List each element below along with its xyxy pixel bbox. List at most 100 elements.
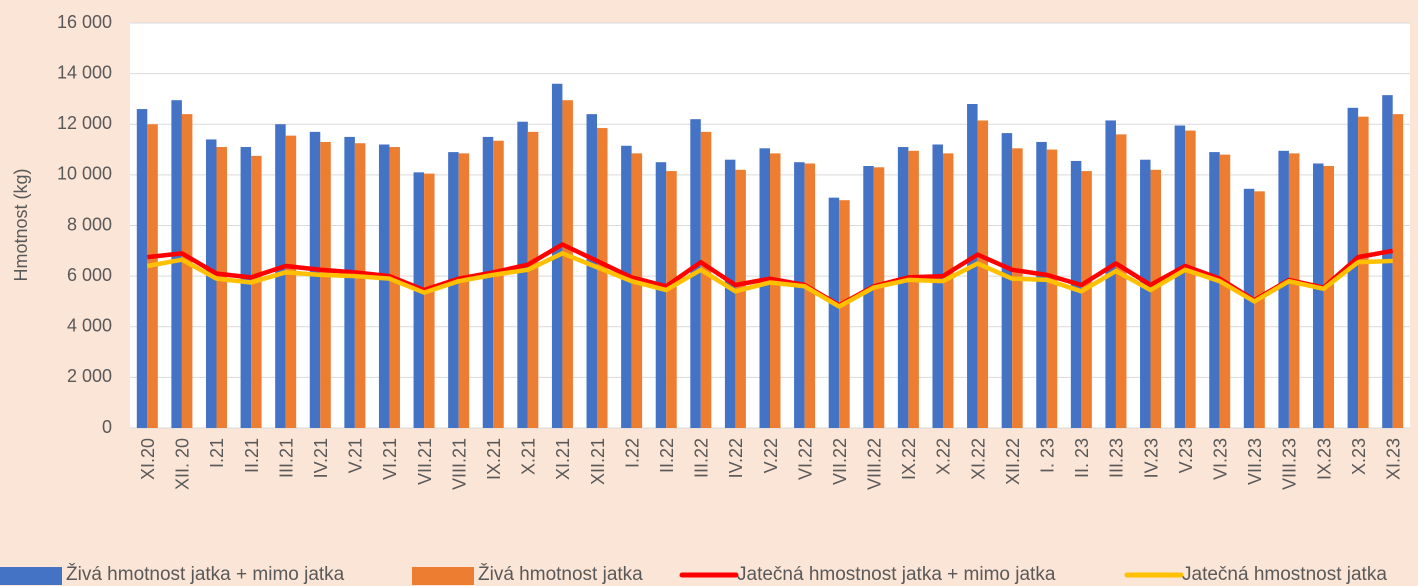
x-tick-label: V.21: [346, 438, 366, 473]
x-tick-label: I. 23: [1038, 438, 1058, 473]
bar: [320, 141, 331, 428]
bar: [1323, 166, 1335, 428]
bar: [562, 100, 573, 428]
x-tick-label: X.22: [934, 438, 954, 475]
x-tick-label: X.23: [1349, 438, 1369, 475]
bar: [240, 147, 252, 428]
x-tick-label: III.22: [692, 438, 712, 478]
bar: [1046, 149, 1058, 428]
x-tick-label: V.22: [761, 438, 781, 473]
y-tick-label: 14 000: [57, 62, 112, 82]
x-tick-label: XII.21: [588, 438, 608, 485]
legend-label: Jatečná hmostnost jatka: [1182, 564, 1387, 585]
bar: [621, 145, 632, 428]
y-tick-label: 0: [102, 417, 112, 437]
bar: [839, 200, 850, 428]
bar: [655, 162, 667, 428]
bar: [1392, 114, 1404, 428]
x-tick-label: VI.21: [380, 438, 400, 480]
x-tick-label: XI.23: [1383, 438, 1403, 480]
bar: [597, 128, 608, 428]
bar: [1254, 191, 1265, 428]
bar: [354, 143, 366, 428]
x-tick-label: IV.22: [726, 438, 746, 478]
bar: [666, 171, 677, 428]
bar: [389, 147, 400, 428]
bar: [735, 169, 746, 428]
x-tick-label: I.22: [622, 438, 642, 468]
bar: [700, 131, 712, 428]
bar: [1243, 188, 1255, 428]
y-tick-label: 8 000: [67, 214, 112, 234]
bar: [1358, 116, 1369, 428]
line: [147, 242, 1394, 308]
x-tick-label: IX.22: [899, 438, 919, 480]
x-tick-label: IV.23: [1141, 438, 1161, 478]
y-tick-label: 12 000: [57, 113, 112, 133]
bar: [804, 163, 816, 428]
x-tick-label: XI.21: [553, 438, 573, 480]
x-tick-label: II. 23: [1072, 438, 1092, 478]
bar: [147, 124, 158, 428]
bar: [205, 139, 217, 428]
bar: [1150, 169, 1162, 428]
x-tick-label: IX.23: [1314, 438, 1334, 480]
x-tick-label: XII.22: [1003, 438, 1023, 485]
x-tick-label: I.21: [207, 438, 227, 468]
bar: [1313, 163, 1324, 428]
bar: [1012, 148, 1023, 428]
bar: [1288, 153, 1300, 428]
bar: [759, 148, 770, 428]
bar: [897, 147, 909, 428]
bar: [873, 167, 885, 428]
bar: [586, 114, 598, 428]
x-tick-label: VIII.22: [865, 438, 885, 490]
bar: [863, 166, 874, 428]
bar: [527, 131, 539, 428]
bar: [631, 153, 643, 428]
bar: [517, 121, 528, 428]
bar: [828, 197, 840, 428]
bar: [977, 120, 989, 428]
x-tick-label: VII.22: [830, 438, 850, 485]
x-tick-label: XII. 20: [173, 438, 193, 490]
bar: [216, 147, 227, 428]
bar: [482, 136, 494, 428]
bar: [794, 162, 805, 428]
bar: [1140, 159, 1151, 428]
bar: [1081, 171, 1092, 428]
x-tick-label: III.21: [276, 438, 296, 478]
x-tick-label: IX.21: [484, 438, 504, 480]
legend-swatch: [412, 567, 474, 585]
y-tick-label: 6 000: [67, 265, 112, 285]
x-tick-label: V.23: [1176, 438, 1196, 473]
bar: [309, 131, 321, 428]
bar: [251, 155, 262, 428]
bar: [181, 114, 193, 428]
x-tick-label: XI.20: [138, 438, 158, 480]
y-tick-label: 4 000: [67, 316, 112, 336]
bar: [770, 153, 781, 428]
x-tick-label: IV.21: [311, 438, 331, 478]
x-tick-label: VI.22: [795, 438, 815, 480]
bar: [493, 140, 504, 428]
bar: [378, 144, 390, 428]
y-tick-label: 10 000: [57, 164, 112, 184]
x-tick-label: VIII.21: [449, 438, 469, 490]
bar: [1185, 130, 1196, 428]
bar: [724, 159, 736, 428]
y-tick-label: 2 000: [67, 366, 112, 386]
bar: [171, 100, 182, 428]
legend-label: Živá hmotnost jatka + mimo jatka: [66, 563, 345, 585]
bar: [344, 136, 355, 428]
bar: [1278, 150, 1289, 428]
bar: [424, 173, 435, 428]
x-tick-label: VI.23: [1210, 438, 1230, 480]
x-tick-label: VIII.23: [1280, 438, 1300, 490]
y-tick-label: 16 000: [57, 12, 112, 32]
legend-swatch: [0, 567, 62, 585]
line: [146, 251, 1393, 309]
bar: [1001, 133, 1013, 428]
legend-label: Živá hmotnost jatka: [478, 563, 643, 585]
